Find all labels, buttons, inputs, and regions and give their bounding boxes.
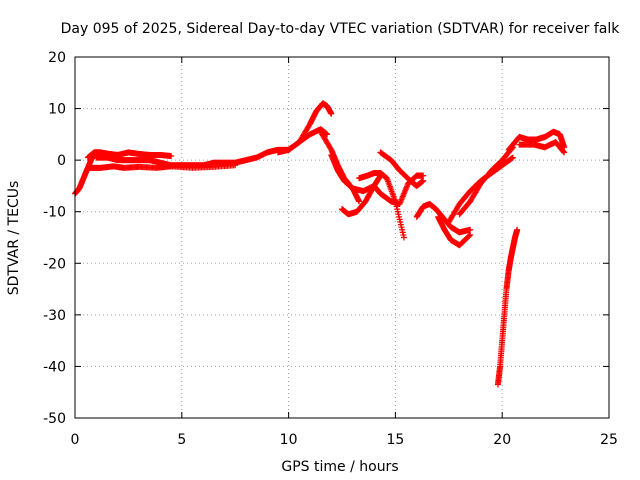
data-point xyxy=(356,198,363,205)
gridlines xyxy=(75,57,609,418)
y-tick-label: -20 xyxy=(43,256,66,272)
y-tick-label: -40 xyxy=(43,359,66,375)
series-upper-band-a xyxy=(84,149,175,161)
data-point xyxy=(328,110,335,117)
series-climb-19 xyxy=(456,144,516,218)
y-tick-label: -10 xyxy=(43,205,66,221)
y-tick-label: -50 xyxy=(43,411,66,427)
data-point xyxy=(561,149,568,156)
data-point xyxy=(466,232,473,239)
data-point xyxy=(467,231,474,238)
data-point xyxy=(168,153,175,160)
series-first-drop xyxy=(317,128,363,205)
chart-title: Day 095 of 2025, Sidereal Day-to-day VTE… xyxy=(61,21,621,37)
data-point xyxy=(467,226,474,233)
x-tick-label: 20 xyxy=(493,432,511,448)
data-points xyxy=(72,100,568,388)
series-plunge-20 xyxy=(494,226,521,388)
series-climb-18 xyxy=(445,154,516,226)
data-point xyxy=(400,234,407,241)
series-dip-17 xyxy=(435,213,474,249)
series-bump-15 xyxy=(377,149,427,189)
axis-ticks xyxy=(74,56,610,419)
tick-labels: 0 5 10 15 20 25 -50 -40 -30 -20 -10 0 10 20 xyxy=(43,50,618,448)
x-tick-label: 5 xyxy=(177,432,186,448)
data-point xyxy=(509,154,516,161)
x-tick-label: 15 xyxy=(386,432,404,448)
x-tick-label: 10 xyxy=(280,432,298,448)
data-point xyxy=(420,177,427,184)
data-point xyxy=(232,162,239,169)
y-tick-label: -30 xyxy=(43,308,66,324)
series-dip-13 xyxy=(339,172,384,218)
series-secondary-rise xyxy=(274,126,331,156)
y-axis-label: SDTVAR / TECUs xyxy=(6,181,22,296)
y-tick-label: 20 xyxy=(48,50,66,66)
series-hump-14 xyxy=(356,170,407,241)
series-rise-early xyxy=(72,151,100,197)
y-tick-label: 10 xyxy=(48,102,66,118)
plot-frame xyxy=(74,56,610,419)
x-axis-label: GPS time / hours xyxy=(281,459,398,475)
y-tick-label: 0 xyxy=(57,153,66,169)
x-tick-label: 25 xyxy=(600,432,618,448)
series-plateau-21 xyxy=(505,128,568,153)
series-lower-band-a xyxy=(86,162,239,171)
data-point xyxy=(560,148,567,155)
data-point xyxy=(514,226,521,233)
series-wave-15 xyxy=(371,172,427,207)
series-plateau-21b xyxy=(516,139,568,156)
x-tick-label: 0 xyxy=(71,432,80,448)
data-point xyxy=(420,172,427,179)
